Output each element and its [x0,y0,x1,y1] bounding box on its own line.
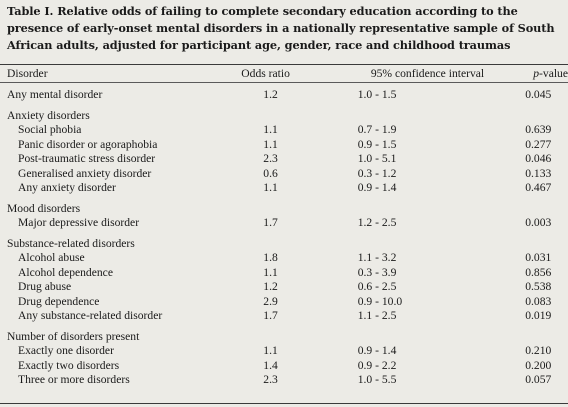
row-label: Major depressive disorder [18,216,140,229]
table-row: Generalised anxiety disorder 0.6 0.3 - 1… [0,167,568,182]
table-row: Major depressive disorder 1.7 1.2 - 2.5 … [0,216,568,231]
p-value: 0.019 [525,309,552,322]
table-row: Any substance-related disorder 1.7 1.1 -… [0,309,568,324]
p-value: 0.031 [525,251,552,264]
p-value: 0.277 [525,137,552,151]
odds-ratio-value: 1.1 [263,181,278,194]
p-value: 0.210 [525,344,552,357]
header-rule [0,82,568,83]
row-label: Any substance-related disorder [18,309,163,322]
ci-value: 1.1 - 2.5 [357,309,397,322]
section-heading-row: Anxiety disorders [0,109,568,124]
header-p-italic: p [533,67,540,80]
table-row: Social phobia 1.1 0.7 - 1.9 0.639 [0,123,568,138]
odds-ratio-value: 1.1 [263,137,278,151]
odds-ratio-value: 1.2 [263,280,278,293]
row-label: Panic disorder or agoraphobia [18,137,158,151]
section-heading-substance: Substance-related disorders [7,236,135,250]
section-heading-row: Mood disorders [0,202,568,217]
row-label: Drug abuse [18,280,72,293]
table-row: Exactly two disorders 1.4 0.9 - 2.2 0.20… [0,359,568,374]
ci-value: 0.9 - 10.0 [357,294,403,308]
p-value: 0.856 [525,265,552,279]
row-label: Any anxiety disorder [18,181,116,194]
table-row: Exactly one disorder 1.1 0.9 - 1.4 0.210 [0,344,568,359]
odds-ratio-value: 2.9 [263,294,278,308]
odds-ratio-value: 0.6 [263,166,278,180]
row-label: Exactly two disorders [18,358,120,372]
p-value: 0.200 [525,358,552,372]
ci-value: 0.9 - 1.4 [357,344,397,357]
row-label: Post-traumatic stress disorder [18,152,156,165]
section-heading-number: Number of disorders present [7,329,140,343]
ci-value: 0.9 - 1.4 [357,181,397,194]
ci-value: 0.9 - 1.5 [357,137,397,151]
table-caption: Table I. Relative odds of failing to com… [7,4,555,52]
p-value: 0.057 [525,373,552,386]
odds-ratio-value: 1.1 [263,265,278,279]
section-heading-anxiety: Anxiety disorders [7,108,90,122]
table-row: Alcohol abuse 1.8 1.1 - 3.2 0.031 [0,251,568,266]
p-value: 0.003 [525,216,552,229]
header-confidence-interval: 95% confidence interval [370,67,485,80]
row-label: Exactly one disorder [18,344,114,357]
ci-value: 1.0 - 5.5 [357,373,397,386]
section-heading-row: Number of disorders present [0,330,568,345]
header-disorder: Disorder [7,67,48,80]
header-p-suffix: -value [539,67,568,80]
ci-value: 1.0 - 1.5 [357,88,397,101]
p-value: 0.467 [525,181,552,194]
odds-ratio-value: 1.1 [263,344,278,357]
odds-ratio-value: 1.7 [263,216,278,229]
row-label: Alcohol dependence [18,265,113,279]
row-label: Alcohol abuse [18,251,85,264]
p-value: 0.639 [525,123,552,136]
header-p-value: p-value [505,65,568,82]
table-row: Drug abuse 1.2 0.6 - 2.5 0.538 [0,280,568,295]
table-row: Alcohol dependence 1.1 0.3 - 3.9 0.856 [0,266,568,281]
row-label: Drug dependence [18,294,100,308]
odds-ratio-value: 2.3 [263,373,278,386]
ci-value: 0.9 - 2.2 [357,358,397,372]
bottom-rule [0,403,568,404]
table-row: Post-traumatic stress disorder 2.3 1.0 -… [0,152,568,167]
ci-value: 1.1 - 3.2 [357,251,397,264]
header-odds-ratio: Odds ratio [241,67,290,80]
row-label: Social phobia [18,123,82,136]
ci-value: 1.0 - 5.1 [357,152,397,165]
p-value: 0.538 [525,280,552,293]
odds-ratio-value: 1.8 [263,251,278,264]
odds-ratio-value: 2.3 [263,152,278,165]
odds-ratio-table: Disorder Odds ratio 95% confidence inter… [0,65,568,388]
header-row: Disorder Odds ratio 95% confidence inter… [0,65,568,82]
table-row: Drug dependence 2.9 0.9 - 10.0 0.083 [0,295,568,310]
p-value: 0.045 [525,88,552,101]
ci-value: 0.3 - 1.2 [357,166,397,180]
ci-value: 0.6 - 2.5 [357,280,397,293]
section-heading-row: Substance-related disorders [0,237,568,252]
ci-value: 0.7 - 1.9 [357,123,397,136]
table-row: Any mental disorder 1.2 1.0 - 1.5 0.045 [0,88,568,103]
row-label: Any mental disorder [7,88,103,101]
p-value: 0.083 [525,294,552,308]
row-label: Generalised anxiety disorder [18,166,152,180]
p-value: 0.046 [525,152,552,165]
row-label: Three or more disorders [18,373,130,386]
odds-ratio-value: 1.2 [263,88,278,101]
table-row: Three or more disorders 2.3 1.0 - 5.5 0.… [0,373,568,388]
table-row: Any anxiety disorder 1.1 0.9 - 1.4 0.467 [0,181,568,196]
ci-value: 1.2 - 2.5 [357,216,397,229]
section-heading-mood: Mood disorders [7,201,81,215]
odds-ratio-value: 1.4 [263,358,278,372]
ci-value: 0.3 - 3.9 [357,265,397,279]
top-rule [0,64,568,65]
p-value: 0.133 [525,166,552,180]
table-row: Panic disorder or agoraphobia 1.1 0.9 - … [0,138,568,153]
odds-ratio-value: 1.7 [263,309,278,322]
odds-ratio-value: 1.1 [263,123,278,136]
